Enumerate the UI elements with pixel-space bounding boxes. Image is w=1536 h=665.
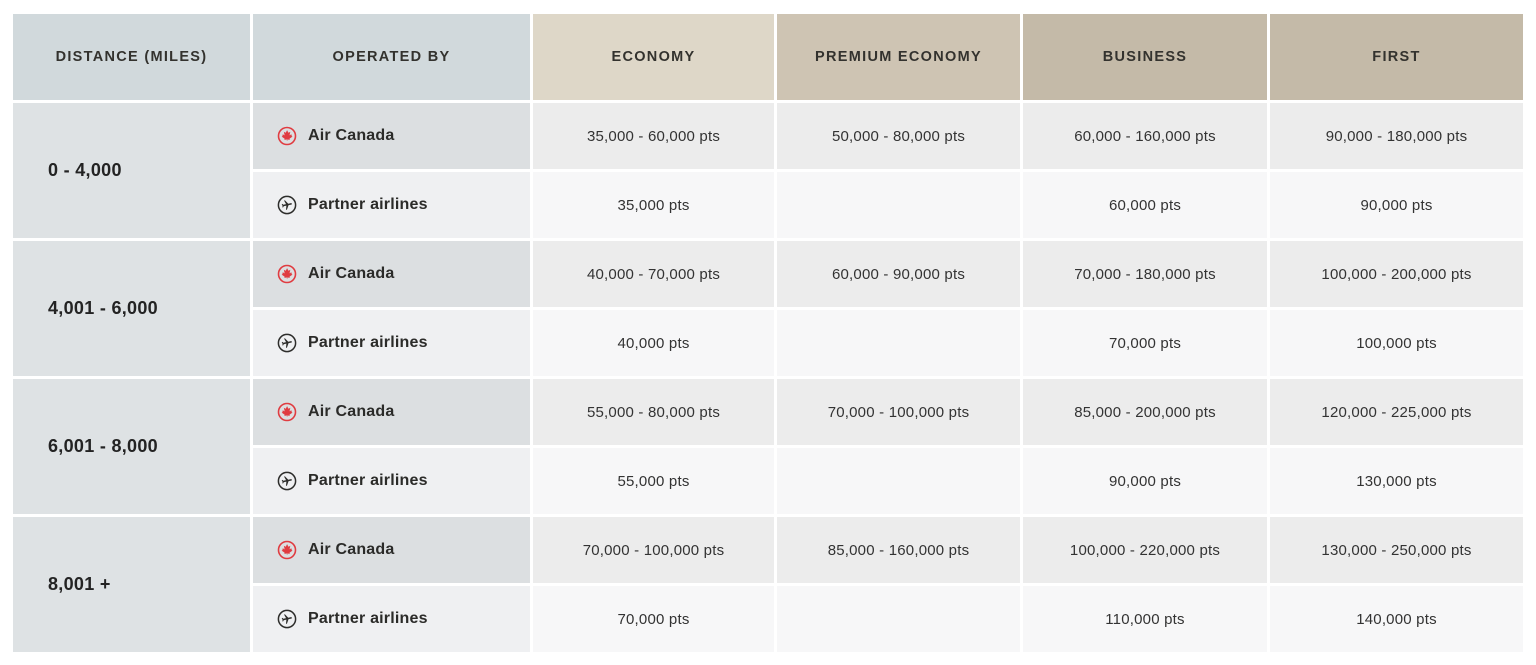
- airplane-circle-icon: [277, 471, 297, 491]
- business-value: 60,000 pts: [1023, 172, 1267, 238]
- operated-by-label: Air Canada: [308, 403, 395, 420]
- table-row: 4,001 - 6,000 Air Canada 40,000 - 70,000…: [13, 241, 1523, 376]
- operated-by-cell: Partner airlines: [253, 448, 530, 514]
- column-header-distance: DISTANCE (MILES): [13, 14, 250, 100]
- operated-by-label: Partner airlines: [308, 196, 428, 213]
- economy-value: 40,000 - 70,000 pts: [533, 241, 774, 307]
- economy-value: 35,000 pts: [533, 172, 774, 238]
- column-header-operated-by: OPERATED BY: [253, 14, 530, 100]
- air-canada-roundel-icon: [277, 264, 297, 284]
- column-header-first: FIRST: [1270, 14, 1523, 100]
- operated-by-label: Air Canada: [308, 265, 395, 282]
- operated-by-cell: Air Canada: [253, 103, 530, 169]
- distance-cell: 0 - 4,000: [13, 103, 250, 238]
- economy-value: 70,000 - 100,000 pts: [533, 517, 774, 583]
- operated-by-label: Air Canada: [308, 541, 395, 558]
- operated-by-label: Air Canada: [308, 127, 395, 144]
- operated-by-label: Partner airlines: [308, 334, 428, 351]
- air-canada-roundel-icon: [277, 402, 297, 422]
- operated-by-cell: Partner airlines: [253, 586, 530, 652]
- economy-value: 35,000 - 60,000 pts: [533, 103, 774, 169]
- column-header-business: BUSINESS: [1023, 14, 1267, 100]
- operated-by-cell: Partner airlines: [253, 310, 530, 376]
- business-value: 85,000 - 200,000 pts: [1023, 379, 1267, 445]
- premium-economy-value: 85,000 - 160,000 pts: [777, 517, 1020, 583]
- operated-by-cell: Air Canada: [253, 241, 530, 307]
- first-value: 130,000 - 250,000 pts: [1270, 517, 1523, 583]
- operated-by-label: Partner airlines: [308, 472, 428, 489]
- table-row: Partner airlines 70,000 pts 110,000 pts …: [13, 586, 1523, 652]
- economy-value: 55,000 pts: [533, 448, 774, 514]
- operated-by-cell: Partner airlines: [253, 172, 530, 238]
- airplane-circle-icon: [277, 609, 297, 629]
- award-chart-table: DISTANCE (MILES) OPERATED BY ECONOMY PRE…: [10, 11, 1526, 655]
- header-row: DISTANCE (MILES) OPERATED BY ECONOMY PRE…: [13, 14, 1523, 100]
- operated-by-label: Partner airlines: [308, 610, 428, 627]
- air-canada-roundel-icon: [277, 126, 297, 146]
- business-value: 90,000 pts: [1023, 448, 1267, 514]
- first-value: 130,000 pts: [1270, 448, 1523, 514]
- column-header-economy: ECONOMY: [533, 14, 774, 100]
- economy-value: 40,000 pts: [533, 310, 774, 376]
- table-row: 0 - 4,000 Air Canada 35,000 - 60,000 pts…: [13, 103, 1523, 238]
- first-value: 90,000 - 180,000 pts: [1270, 103, 1523, 169]
- first-value: 90,000 pts: [1270, 172, 1523, 238]
- first-value: 120,000 - 225,000 pts: [1270, 379, 1523, 445]
- distance-cell: 8,001 +: [13, 517, 250, 652]
- business-value: 70,000 pts: [1023, 310, 1267, 376]
- operated-by-cell: Air Canada: [253, 379, 530, 445]
- premium-economy-value: [777, 448, 1020, 514]
- premium-economy-value: [777, 172, 1020, 238]
- premium-economy-value: [777, 310, 1020, 376]
- business-value: 100,000 - 220,000 pts: [1023, 517, 1267, 583]
- premium-economy-value: 70,000 - 100,000 pts: [777, 379, 1020, 445]
- table-row: Partner airlines 35,000 pts 60,000 pts 9…: [13, 172, 1523, 238]
- air-canada-roundel-icon: [277, 540, 297, 560]
- first-value: 100,000 pts: [1270, 310, 1523, 376]
- premium-economy-value: 60,000 - 90,000 pts: [777, 241, 1020, 307]
- first-value: 140,000 pts: [1270, 586, 1523, 652]
- business-value: 60,000 - 160,000 pts: [1023, 103, 1267, 169]
- table-row: Partner airlines 40,000 pts 70,000 pts 1…: [13, 310, 1523, 376]
- table-row: Partner airlines 55,000 pts 90,000 pts 1…: [13, 448, 1523, 514]
- premium-economy-value: 50,000 - 80,000 pts: [777, 103, 1020, 169]
- column-header-premium-economy: PREMIUM ECONOMY: [777, 14, 1020, 100]
- airplane-circle-icon: [277, 195, 297, 215]
- business-value: 110,000 pts: [1023, 586, 1267, 652]
- first-value: 100,000 - 200,000 pts: [1270, 241, 1523, 307]
- table-row: 8,001 + Air Canada 70,000 - 100,000 pts …: [13, 517, 1523, 652]
- distance-cell: 4,001 - 6,000: [13, 241, 250, 376]
- business-value: 70,000 - 180,000 pts: [1023, 241, 1267, 307]
- premium-economy-value: [777, 586, 1020, 652]
- airplane-circle-icon: [277, 333, 297, 353]
- distance-cell: 6,001 - 8,000: [13, 379, 250, 514]
- operated-by-cell: Air Canada: [253, 517, 530, 583]
- table-row: 6,001 - 8,000 Air Canada 55,000 - 80,000…: [13, 379, 1523, 514]
- economy-value: 55,000 - 80,000 pts: [533, 379, 774, 445]
- economy-value: 70,000 pts: [533, 586, 774, 652]
